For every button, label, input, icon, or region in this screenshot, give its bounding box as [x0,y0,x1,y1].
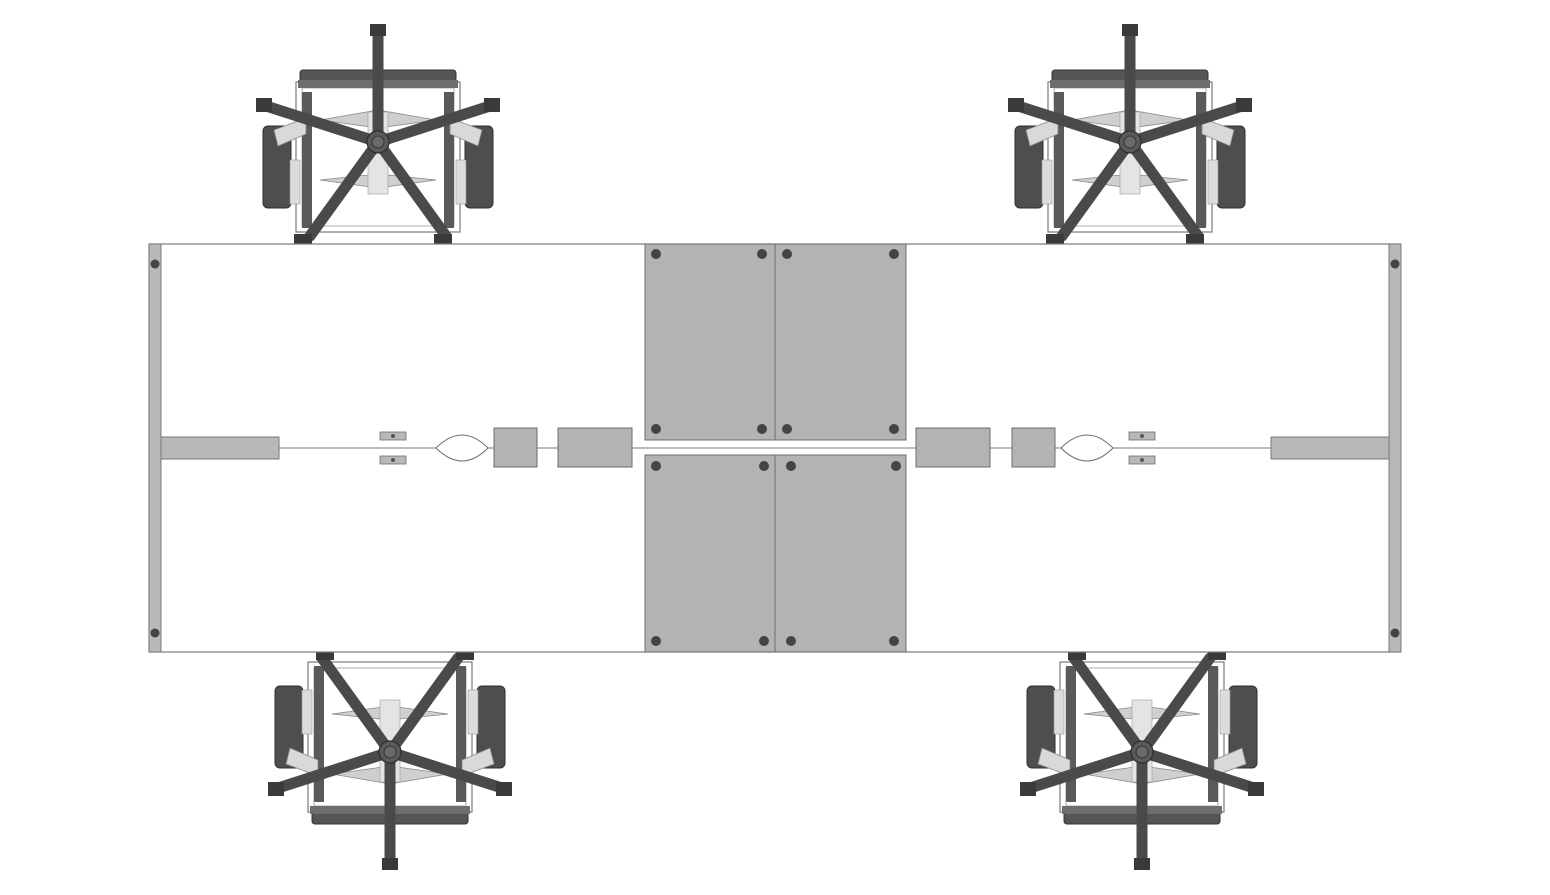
desk-cluster [148,243,1402,653]
office-chair-top-right[interactable] [1008,24,1252,246]
center-panel-bottom-right[interactable] [774,454,907,653]
office-chair-bottom-right[interactable] [1020,648,1264,870]
left-end-leg [148,243,280,653]
right-clamp-top [1128,431,1156,441]
left-clamp-bottom [379,455,407,465]
right-cable-grommet [1060,434,1114,462]
office-chair-bottom-left[interactable] [268,648,512,870]
left-cable-grommet [435,434,489,462]
right-clamp-bottom [1128,455,1156,465]
right-cable-spine [915,427,1156,468]
left-cable-spine [379,427,633,468]
right-spine-box-small [1011,427,1056,468]
center-panel-bottom-left[interactable] [644,454,776,653]
center-panel-top-left[interactable] [644,243,776,441]
center-panel-top-right[interactable] [774,243,907,441]
left-spine-box-small [493,427,538,468]
office-chair-top-left[interactable] [256,24,500,246]
left-clamp-top [379,431,407,441]
left-spine-box-large [557,427,633,468]
right-spine-box-large [915,427,991,468]
right-end-leg [1270,243,1402,653]
